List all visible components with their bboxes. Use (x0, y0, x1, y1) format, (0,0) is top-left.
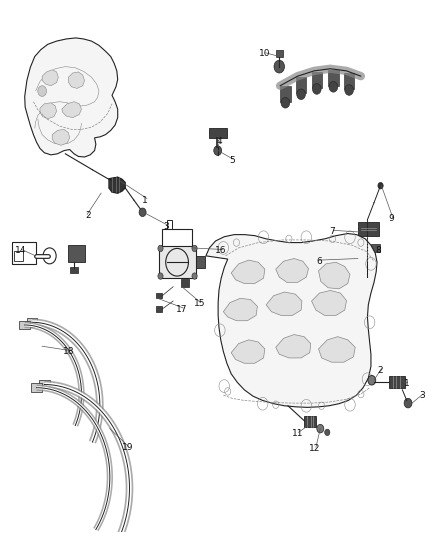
Polygon shape (276, 259, 308, 282)
Polygon shape (40, 103, 57, 119)
Text: 9: 9 (389, 214, 394, 223)
Circle shape (281, 98, 290, 108)
Text: 2: 2 (85, 212, 91, 221)
Text: 3: 3 (419, 391, 425, 400)
Circle shape (317, 424, 324, 433)
Text: 12: 12 (309, 444, 321, 453)
Bar (19, 321, 30, 329)
Bar (280, 86, 290, 102)
Text: 11: 11 (292, 430, 304, 439)
Polygon shape (42, 70, 58, 86)
Bar (70, 266, 78, 273)
Text: 10: 10 (259, 50, 271, 58)
Circle shape (297, 89, 305, 100)
Polygon shape (266, 292, 302, 316)
Circle shape (325, 429, 330, 435)
Text: 8: 8 (375, 246, 381, 255)
Text: 4: 4 (216, 137, 222, 146)
Polygon shape (109, 177, 125, 193)
Text: 1: 1 (142, 196, 148, 205)
Circle shape (192, 245, 197, 252)
Text: 14: 14 (14, 246, 26, 255)
Circle shape (378, 182, 383, 189)
Text: 2: 2 (378, 366, 383, 375)
Bar (27, 318, 37, 327)
Bar (162, 229, 192, 256)
Bar (180, 279, 189, 287)
Circle shape (404, 398, 412, 408)
Circle shape (139, 208, 146, 216)
Bar (371, 244, 380, 252)
Circle shape (192, 273, 197, 279)
Text: 19: 19 (122, 443, 133, 452)
Text: 18: 18 (63, 347, 74, 356)
Text: 5: 5 (229, 156, 235, 165)
Circle shape (345, 85, 353, 95)
Polygon shape (223, 298, 258, 321)
Bar (196, 256, 205, 268)
Bar (304, 416, 316, 427)
Polygon shape (276, 335, 311, 358)
Bar (209, 128, 227, 138)
Bar (311, 72, 322, 88)
Polygon shape (68, 72, 85, 88)
Bar (14, 251, 22, 261)
Circle shape (38, 86, 46, 96)
Polygon shape (25, 38, 118, 157)
Bar (166, 220, 172, 229)
Polygon shape (231, 340, 265, 364)
Circle shape (350, 253, 366, 272)
Circle shape (312, 84, 321, 94)
Circle shape (158, 245, 163, 252)
Bar (156, 293, 162, 298)
Text: 17: 17 (176, 304, 187, 313)
Polygon shape (52, 130, 70, 146)
Bar (276, 50, 283, 56)
Bar (31, 383, 42, 392)
Polygon shape (206, 233, 377, 407)
Text: 1: 1 (404, 379, 410, 388)
Bar (12, 241, 35, 264)
Bar (296, 77, 306, 93)
Text: 3: 3 (164, 222, 170, 231)
Circle shape (354, 257, 362, 267)
Bar (39, 380, 49, 389)
Bar (68, 245, 85, 262)
Text: 15: 15 (194, 299, 205, 308)
Text: 7: 7 (330, 228, 336, 237)
Text: 6: 6 (317, 257, 322, 265)
Bar (389, 376, 405, 387)
Bar (358, 222, 379, 236)
Polygon shape (318, 337, 355, 362)
Polygon shape (62, 102, 81, 118)
Circle shape (158, 273, 163, 279)
Polygon shape (318, 262, 350, 289)
Bar (156, 306, 162, 312)
Text: 16: 16 (215, 246, 227, 255)
Circle shape (368, 375, 376, 385)
Polygon shape (231, 260, 265, 284)
Circle shape (274, 60, 285, 73)
Bar (328, 70, 339, 86)
Polygon shape (311, 290, 346, 316)
Bar (344, 73, 354, 89)
Bar (159, 246, 196, 278)
Circle shape (329, 82, 338, 92)
Circle shape (214, 146, 222, 156)
